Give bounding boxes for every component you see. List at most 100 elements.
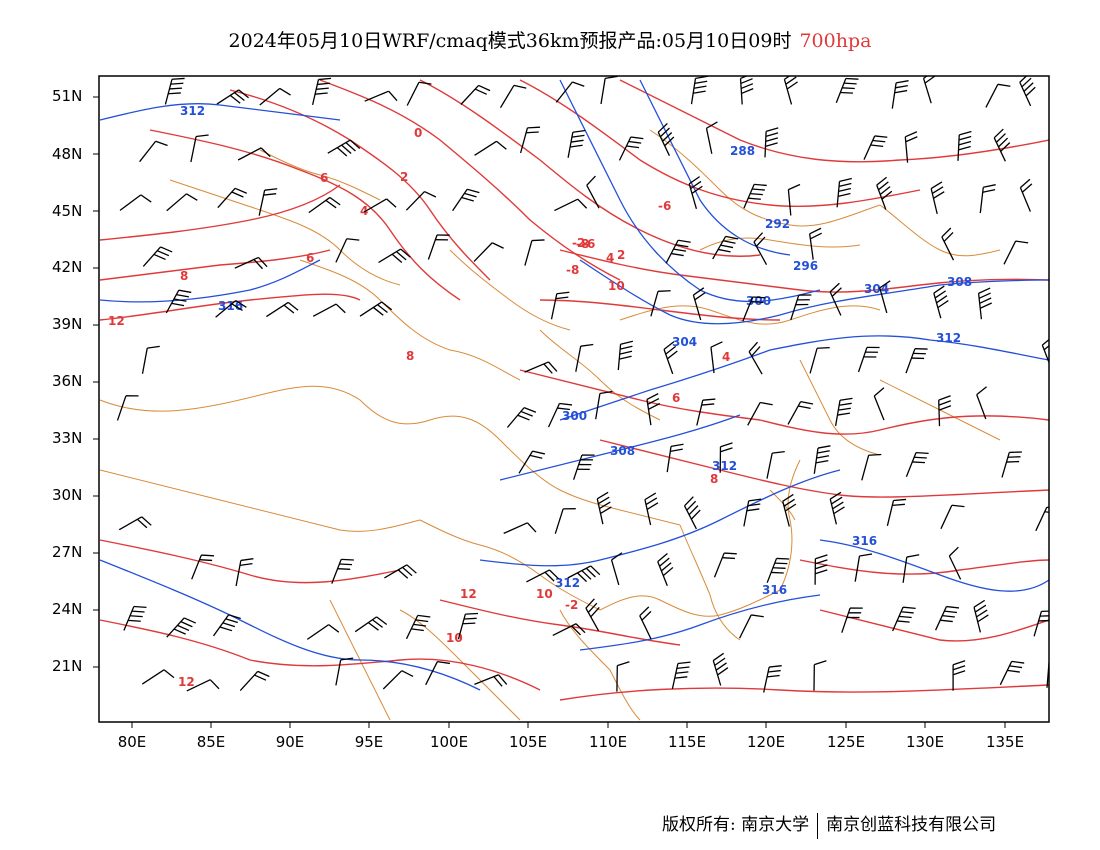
wind-barb: [712, 235, 739, 260]
temperature-contour-label: 10: [536, 587, 553, 601]
wind-barb: [499, 84, 527, 109]
wind-barb: [941, 227, 955, 261]
lon-tick-label: 100E: [429, 733, 469, 751]
wind-barb: [427, 234, 450, 260]
wind-barb: [763, 665, 782, 693]
wind-barb: [952, 660, 966, 691]
temperature-contour-label: 4: [722, 350, 730, 364]
wind-barb: [119, 194, 152, 211]
wind-barb: [116, 395, 139, 421]
credit-university: 版权所有: 南京大学: [662, 815, 810, 835]
wind-barb: [813, 445, 831, 474]
wind-barb: [235, 558, 254, 587]
wind-barb: [814, 554, 828, 585]
temperature-contour-label: -6: [582, 237, 595, 251]
wind-barb: [813, 660, 827, 691]
wind-barb: [164, 77, 185, 105]
height-contour-label: 296: [793, 259, 818, 273]
credit-company: 南京创蓝科技有限公司: [826, 815, 997, 835]
wind-barb: [854, 553, 873, 582]
temperature-contour-label: 2: [400, 170, 408, 184]
wind-barb: [857, 346, 880, 373]
wind-barb: [518, 450, 546, 474]
lon-tick-label: 120E: [746, 733, 786, 751]
wind-barb: [790, 294, 812, 321]
wind-barb: [473, 242, 504, 262]
wind-barb: [743, 183, 767, 209]
wind-barb: [567, 565, 601, 583]
lon-tick-label: 125E: [826, 733, 866, 751]
lat-tick-label: 33N: [52, 429, 83, 447]
wind-barb: [639, 606, 652, 640]
wind-barb: [554, 198, 588, 212]
temperature-contour-label: -8: [566, 263, 579, 277]
wind-barb: [586, 175, 600, 209]
temperature-contour-label: 0: [414, 126, 422, 140]
wind-barb: [933, 285, 949, 319]
wind-barb: [460, 84, 491, 105]
wind-barb: [1054, 442, 1066, 472]
temperature-contours: [99, 79, 1049, 701]
height-contour-label: 316: [218, 299, 243, 313]
credit-separator: [817, 812, 819, 839]
height-contour-label: 304: [672, 335, 697, 349]
wind-barb: [665, 239, 691, 264]
temperature-contour-label: 4: [606, 251, 614, 265]
title-level: 700hpa: [799, 30, 872, 52]
temperature-contour-label: 6: [320, 171, 328, 185]
wind-barb: [166, 193, 198, 212]
wind-barb: [503, 522, 537, 534]
wind-barb: [671, 661, 691, 690]
wind-barb: [748, 341, 763, 375]
wind-barb: [861, 453, 882, 481]
height-contour-label: 308: [610, 444, 635, 458]
wind-barb: [692, 287, 706, 321]
wind-barb: [217, 187, 247, 209]
wind-barb: [141, 345, 160, 374]
height-contours: [99, 79, 1049, 691]
wind-barb-group: [116, 76, 1066, 693]
wind-barb: [904, 131, 918, 163]
wind-barb: [663, 341, 678, 375]
wind-barb: [519, 126, 541, 154]
wind-barb: [644, 492, 659, 526]
height-contour-label: 312: [936, 331, 961, 345]
wind-barb: [474, 674, 508, 687]
wind-barb: [710, 341, 723, 374]
wind-barb: [985, 83, 1011, 108]
temperature-contour-label: -6: [658, 199, 671, 213]
map-frame: [98, 75, 1050, 723]
wind-barb: [552, 623, 586, 636]
wind-barb: [139, 140, 168, 163]
wind-barb: [258, 188, 278, 216]
lat-tick-label: 30N: [52, 486, 83, 504]
wind-barb: [666, 443, 684, 473]
wind-barb: [308, 196, 341, 214]
wind-barb: [555, 81, 585, 103]
wind-barb: [405, 190, 437, 211]
wind-barb: [382, 670, 414, 690]
temperature-contour-label: 8: [406, 349, 414, 363]
wind-barb: [266, 301, 299, 318]
lat-tick-label: 27N: [52, 543, 83, 561]
wind-barb: [191, 554, 215, 580]
wind-barb: [618, 136, 644, 161]
wind-barb: [142, 246, 173, 267]
wind-barb: [657, 122, 675, 156]
wind-barb: [809, 346, 830, 374]
wind-barb: [930, 181, 945, 215]
wind-barb: [1001, 451, 1022, 478]
lat-tick-label: 45N: [52, 202, 83, 220]
wind-barb: [216, 89, 249, 105]
wind-barb: [547, 402, 573, 428]
temperature-contour-label: 8: [710, 472, 718, 486]
height-contour-label: 308: [947, 275, 972, 289]
wind-barb: [742, 296, 766, 322]
wind-barb: [610, 552, 623, 586]
wind-barb: [572, 454, 595, 480]
wind-barb: [829, 491, 845, 525]
wind-barb: [215, 300, 247, 318]
wind-barb: [234, 256, 268, 270]
lon-tick-label: 135E: [985, 733, 1025, 751]
lat-tick-label: 39N: [52, 315, 83, 333]
